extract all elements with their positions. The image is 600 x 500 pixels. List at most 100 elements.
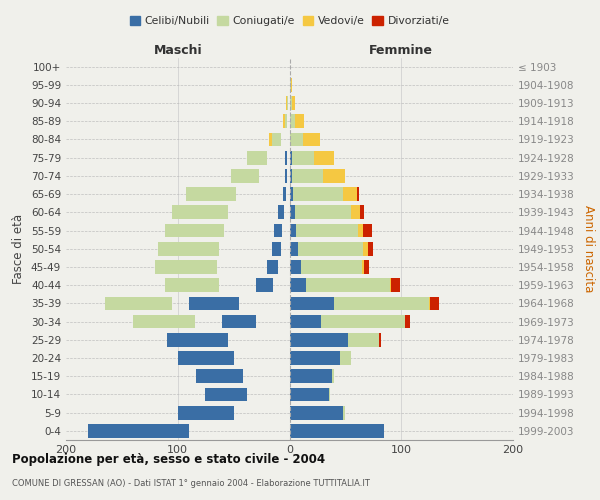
Bar <box>290 370 332 383</box>
Bar <box>290 242 298 256</box>
Bar <box>256 151 262 164</box>
Bar <box>292 96 295 110</box>
Y-axis label: Anni di nascita: Anni di nascita <box>583 205 595 292</box>
Bar <box>241 169 250 182</box>
Bar <box>343 188 356 201</box>
Bar <box>217 278 218 292</box>
Bar <box>314 151 334 164</box>
Bar <box>290 406 343 419</box>
Bar <box>430 296 439 310</box>
Bar <box>292 169 323 182</box>
Bar <box>185 188 236 201</box>
Bar <box>206 242 211 256</box>
Bar <box>178 406 233 419</box>
Bar <box>166 224 224 237</box>
Bar <box>290 96 292 110</box>
Bar <box>290 188 293 201</box>
Bar <box>184 333 206 346</box>
Bar <box>360 206 364 219</box>
Bar <box>356 188 359 201</box>
Bar <box>256 278 273 292</box>
Bar <box>283 188 286 201</box>
Bar <box>286 96 287 110</box>
Text: Maschi: Maschi <box>154 44 202 58</box>
Bar <box>285 114 287 128</box>
Bar <box>247 151 267 164</box>
Bar <box>290 260 301 274</box>
Bar <box>292 151 314 164</box>
Bar <box>232 169 259 182</box>
Bar <box>391 278 400 292</box>
Bar <box>429 296 430 310</box>
Bar <box>368 242 373 256</box>
Bar <box>290 151 292 164</box>
Bar <box>219 206 224 219</box>
Bar <box>196 370 242 383</box>
Bar <box>167 333 228 346</box>
Bar <box>245 388 246 402</box>
Bar <box>390 278 391 292</box>
Bar <box>88 424 189 438</box>
Bar <box>189 296 239 310</box>
Bar <box>172 206 228 219</box>
Bar <box>155 260 217 274</box>
Text: Femmine: Femmine <box>369 44 433 58</box>
Bar <box>290 296 334 310</box>
Bar <box>404 315 410 328</box>
Bar <box>303 132 320 146</box>
Bar <box>133 315 194 328</box>
Y-axis label: Fasce di età: Fasce di età <box>13 214 25 284</box>
Bar <box>290 132 303 146</box>
Bar <box>296 224 358 237</box>
Bar <box>351 206 360 219</box>
Bar <box>223 315 256 328</box>
Bar <box>290 388 329 402</box>
Bar <box>290 224 296 237</box>
Bar <box>202 224 211 237</box>
Bar <box>290 169 292 182</box>
Bar <box>290 114 295 128</box>
Bar <box>362 260 364 274</box>
Bar <box>215 242 217 256</box>
Bar <box>272 242 281 256</box>
Bar <box>285 169 287 182</box>
Bar <box>290 315 321 328</box>
Bar <box>205 388 247 402</box>
Bar <box>290 206 295 219</box>
Bar <box>306 278 390 292</box>
Bar <box>295 206 351 219</box>
Bar <box>158 242 219 256</box>
Bar <box>272 132 281 146</box>
Bar <box>293 188 343 201</box>
Bar <box>274 224 281 237</box>
Bar <box>379 333 381 346</box>
Bar <box>217 224 220 237</box>
Bar <box>290 278 306 292</box>
Bar <box>160 296 166 310</box>
Bar <box>334 296 429 310</box>
Legend: Celibi/Nubili, Coniugati/e, Vedovi/e, Divorziati/e: Celibi/Nubili, Coniugati/e, Vedovi/e, Di… <box>125 12 454 30</box>
Bar <box>358 224 363 237</box>
Bar <box>200 278 209 292</box>
Bar <box>347 333 379 346</box>
Bar <box>329 388 330 402</box>
Bar <box>295 114 304 128</box>
Bar <box>290 78 292 92</box>
Bar <box>290 424 385 438</box>
Bar <box>216 351 224 365</box>
Bar <box>166 278 219 292</box>
Bar <box>206 260 210 274</box>
Bar <box>290 333 347 346</box>
Bar <box>332 370 334 383</box>
Bar <box>267 260 278 274</box>
Bar <box>323 169 346 182</box>
Bar <box>224 188 230 201</box>
Bar <box>363 224 372 237</box>
Bar <box>363 242 368 256</box>
Bar <box>285 151 287 164</box>
Bar <box>190 315 192 328</box>
Bar <box>298 242 363 256</box>
Bar <box>170 296 171 310</box>
Bar <box>269 132 275 146</box>
Bar <box>238 370 241 383</box>
